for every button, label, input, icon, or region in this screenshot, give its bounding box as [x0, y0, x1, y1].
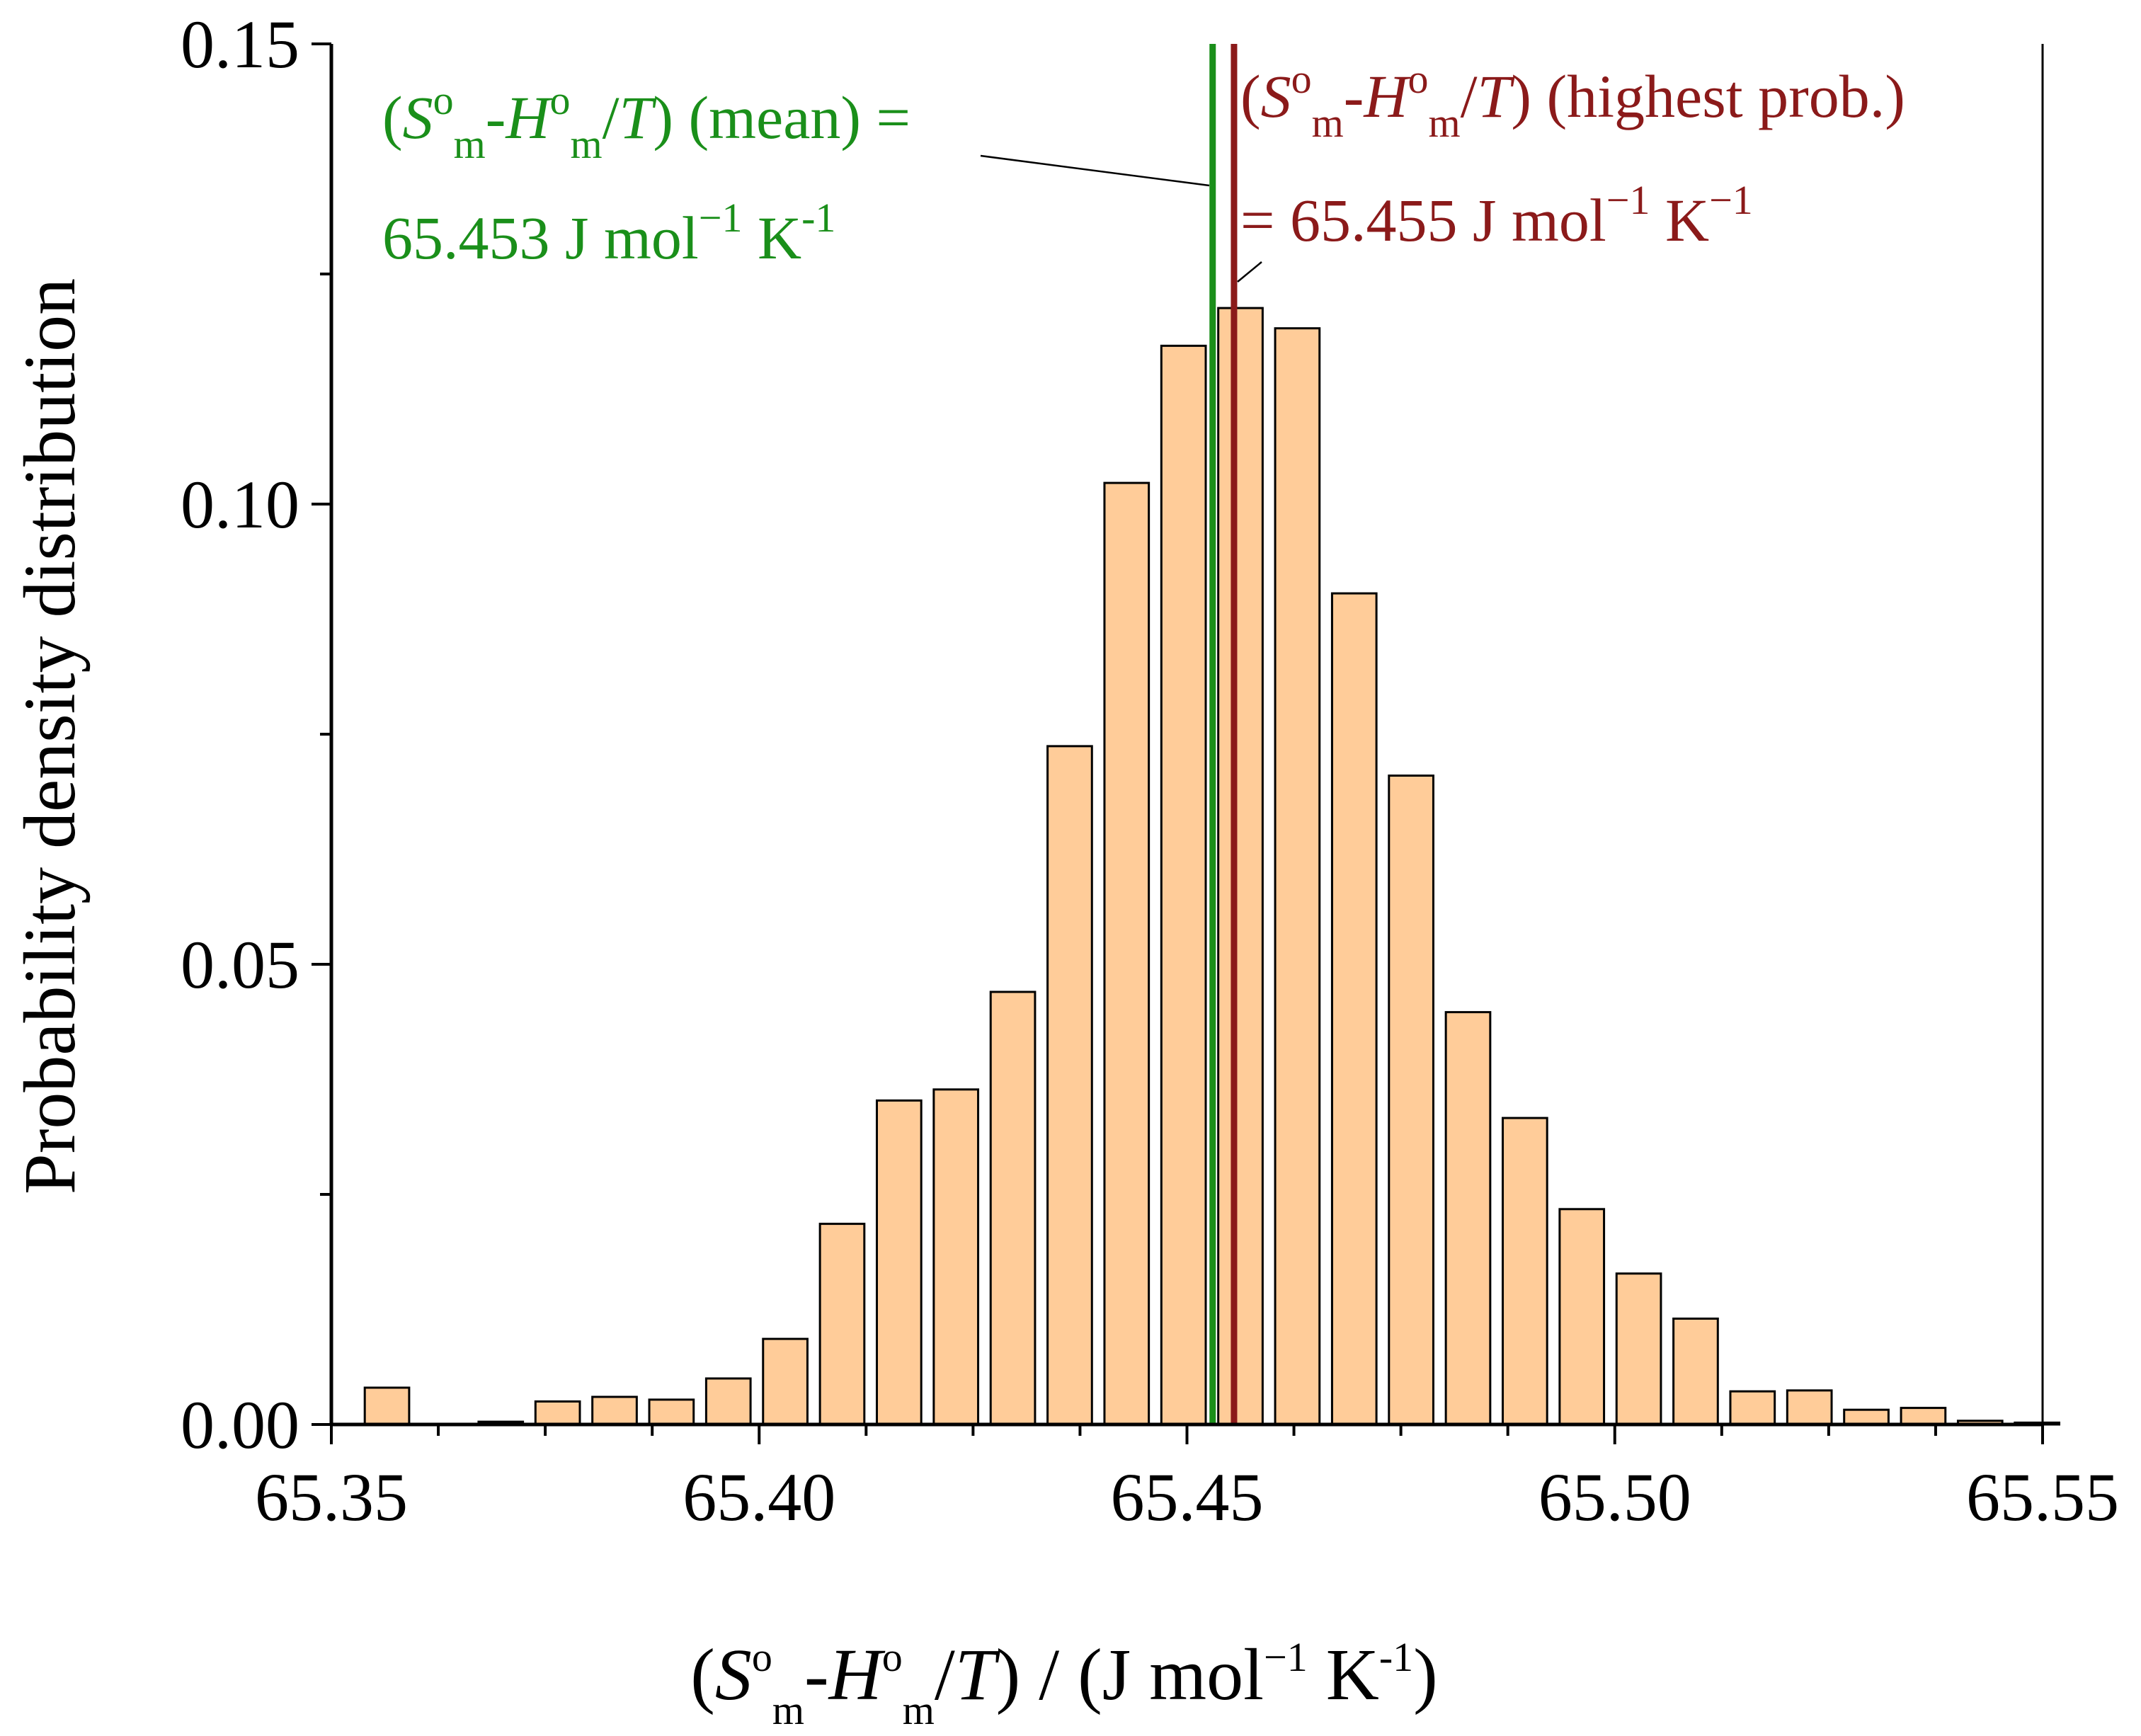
- highest-prob-annotation: (Som-Hom/T) (highest prob.) = 65.455 J m…: [1240, 56, 1905, 254]
- highest-prob-label-line2: = 65.455 J mol−1 K−1: [1240, 177, 1753, 254]
- axes: 0.00 0.05 0.10 0.15 65.35 65.40 65.45 65.50 65.5…: [181, 6, 2119, 1535]
- histogram-bar: [704, 1377, 752, 1426]
- mean-leader-line: [980, 154, 1210, 187]
- mean-label-line1: (Som-Hom/T) (mean) =: [382, 77, 910, 167]
- x-tick-label: 65.45: [1111, 1459, 1264, 1535]
- mean-label-line2: 65.453 J mol−1 K-1: [382, 195, 835, 272]
- x-axis-title: (Som-Hom/T) / (J mol−1 K-1): [690, 1634, 1438, 1733]
- histogram-bar: [932, 1088, 980, 1426]
- histogram-bar: [818, 1223, 866, 1426]
- histogram-bar: [1046, 745, 1093, 1426]
- bars-group: [363, 307, 2060, 1426]
- y-tick-label: 0.10: [181, 467, 299, 542]
- x-tick-label: 65.35: [255, 1459, 408, 1535]
- histogram-bar: [1388, 775, 1434, 1426]
- mean-annotation: (Som-Hom/T) (mean) = 65.453 J mol−1 K-1: [382, 77, 910, 272]
- y-tick-label: 0.15: [181, 6, 299, 82]
- highest-prob-label-line1: (Som-Hom/T) (highest prob.): [1240, 56, 1905, 146]
- y-axis-title: Probability density distribution: [9, 278, 91, 1194]
- histogram-bar: [1502, 1117, 1548, 1426]
- histogram-bar: [1900, 1407, 1947, 1426]
- histogram-bar: [534, 1400, 581, 1426]
- histogram-bar: [1729, 1390, 1776, 1426]
- x-tick-label: 65.40: [683, 1459, 835, 1535]
- histogram-bar: [1217, 307, 1264, 1426]
- histogram-bar: [762, 1337, 809, 1426]
- histogram-bar: [1160, 344, 1207, 1426]
- x-tick-label: 65.50: [1538, 1459, 1691, 1535]
- y-tick-label: 0.05: [181, 927, 299, 1003]
- histogram-bar: [875, 1099, 923, 1426]
- reference-lines: [1209, 44, 1238, 1424]
- histogram-bar: [1103, 481, 1151, 1426]
- histogram-bar: [363, 1386, 411, 1426]
- histogram-bar: [648, 1398, 695, 1426]
- histogram-bar: [1274, 327, 1321, 1426]
- histogram-bar: [1615, 1272, 1662, 1426]
- histogram-bar: [1558, 1208, 1606, 1426]
- histogram-bar: [1330, 592, 1378, 1426]
- highest-prob-leader-line: [1237, 261, 1262, 282]
- histogram-bar: [1843, 1408, 1890, 1426]
- y-tick-label: 0.00: [181, 1387, 299, 1463]
- histogram-bar: [1444, 1011, 1492, 1426]
- histogram-bar: [1672, 1318, 1719, 1426]
- histogram-bar: [1786, 1389, 1833, 1426]
- histogram-bar: [989, 990, 1037, 1426]
- x-tick-label: 65.55: [1966, 1459, 2119, 1535]
- histogram-bar: [591, 1395, 638, 1426]
